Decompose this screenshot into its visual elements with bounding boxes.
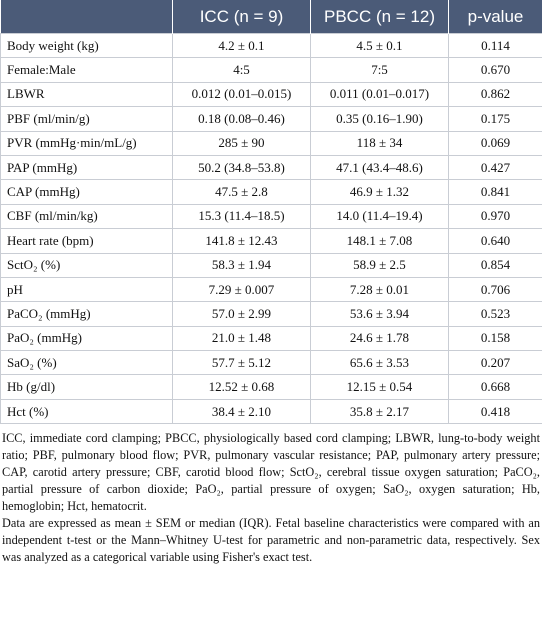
cell: 47.5 ± 2.8 (172, 179, 311, 205)
cell: 46.9 ± 1.32 (310, 179, 449, 205)
data-table: ICC (n = 9) PBCC (n = 12) p-value Body wei… (0, 0, 542, 425)
cell: 0.114 (448, 32, 542, 59)
cell: 14.0 (11.4–19.4) (310, 203, 449, 230)
column-header (0, 0, 173, 34)
table-row: SaO₂ (%) 57.7 ± 5.12 65.6 ± 3.53 0.207 (0, 350, 542, 376)
table-row: PBF (ml/min/g) 0.18 (0.08–0.46) 0.35 (0.16… (0, 106, 542, 132)
cell: 50.2 (34.8–53.8) (172, 154, 311, 181)
table-row: PVR (mmHg·min/mL/g) 285 ± 90 118 ± 34 0.069 (0, 130, 542, 156)
cell: 0.427 (448, 154, 542, 181)
cell: 0.854 (448, 252, 542, 278)
table-row: PaCO₂ (mmHg) 57.0 ± 2.99 53.6 ± 3.94 0.523 (0, 301, 542, 327)
cell: 141.8 ± 12.43 (172, 228, 311, 254)
table-row: pH 7.29 ± 0.007 7.28 ± 0.01 0.706 (0, 276, 542, 303)
cell: 0.35 (0.16–1.90) (310, 106, 449, 132)
row-label: PBF (ml/min/g) (0, 106, 173, 132)
table-row: Female:Male 4:5 7:5 0.670 (0, 57, 542, 83)
row-label: PAP (mmHg) (0, 154, 173, 181)
cell: 118 ± 34 (310, 130, 449, 156)
row-label: Hb (g/dl) (0, 374, 173, 400)
row-label: SctO₂ (%) (0, 252, 173, 278)
table-row: SctO₂ (%) 58.3 ± 1.94 58.9 ± 2.5 0.854 (0, 252, 542, 278)
row-label: PVR (mmHg·min/mL/g) (0, 130, 173, 156)
cell: 0.841 (448, 179, 542, 205)
row-label: Heart rate (bpm) (0, 228, 173, 254)
row-label: Hct (%) (0, 398, 173, 425)
cell: 0.970 (448, 203, 542, 230)
footnotes: ICC, immediate cord clamping; PBCC, phys… (0, 424, 542, 566)
cell: 0.18 (0.08–0.46) (172, 106, 311, 132)
table-row: CAP (mmHg) 47.5 ± 2.8 46.9 ± 1.32 0.841 (0, 179, 542, 205)
table-row: Body weight (kg) 4.2 ± 0.1 4.5 ± 0.1 0.114 (0, 32, 542, 59)
cell: 12.15 ± 0.54 (310, 374, 449, 400)
row-label: Body weight (kg) (0, 32, 173, 59)
row-label: pH (0, 276, 173, 303)
row-label: LBWR (0, 81, 173, 108)
cell: 0.670 (448, 57, 542, 83)
cell: 7:5 (310, 57, 449, 83)
cell: 38.4 ± 2.10 (172, 398, 311, 425)
row-label: SaO₂ (%) (0, 350, 173, 376)
table-row: PAP (mmHg) 50.2 (34.8–53.8) 47.1 (43.4–48.… (0, 154, 542, 181)
table-row: Hb (g/dl) 12.52 ± 0.68 12.15 ± 0.54 0.668 (0, 374, 542, 400)
cell: 0.207 (448, 350, 542, 376)
cell: 7.29 ± 0.007 (172, 276, 311, 303)
footnote: ICC, immediate cord clamping; PBCC, phys… (2, 431, 540, 514)
cell: 0.640 (448, 228, 542, 254)
column-header: p-value (448, 0, 542, 34)
cell: 21.0 ± 1.48 (172, 325, 311, 352)
cell: 0.175 (448, 106, 542, 132)
cell: 12.52 ± 0.68 (172, 374, 311, 400)
table-row: Heart rate (bpm) 141.8 ± 12.43 148.1 ± 7.0… (0, 228, 542, 254)
table-row: Hct (%) 38.4 ± 2.10 35.8 ± 2.17 0.418 (0, 398, 542, 425)
cell: 0.862 (448, 81, 542, 108)
cell: 285 ± 90 (172, 130, 311, 156)
cell: 0.158 (448, 325, 542, 352)
column-header: ICC (n = 9) (172, 0, 311, 34)
cell: 148.1 ± 7.08 (310, 228, 449, 254)
header-row: ICC (n = 9) PBCC (n = 12) p-value (0, 0, 542, 34)
row-label: CBF (ml/min/kg) (0, 203, 173, 230)
cell: 0.418 (448, 398, 542, 425)
cell: 7.28 ± 0.01 (310, 276, 449, 303)
cell: 53.6 ± 3.94 (310, 301, 449, 327)
cell: 0.523 (448, 301, 542, 327)
table-row: LBWR 0.012 (0.01–0.015) 0.011 (0.01–0.017)… (0, 81, 542, 108)
table-row: PaO₂ (mmHg) 21.0 ± 1.48 24.6 ± 1.78 0.158 (0, 325, 542, 352)
row-label: PaCO₂ (mmHg) (0, 301, 173, 327)
table-row: CBF (ml/min/kg) 15.3 (11.4–18.5) 14.0 (11.… (0, 203, 542, 230)
row-label: CAP (mmHg) (0, 179, 173, 205)
cell: 57.7 ± 5.12 (172, 350, 311, 376)
cell: 58.9 ± 2.5 (310, 252, 449, 278)
cell: 24.6 ± 1.78 (310, 325, 449, 352)
cell: 0.706 (448, 276, 542, 303)
cell: 35.8 ± 2.17 (310, 398, 449, 425)
cell: 4.5 ± 0.1 (310, 32, 449, 59)
cell: 4:5 (172, 57, 311, 83)
row-label: Female:Male (0, 57, 173, 83)
cell: 58.3 ± 1.94 (172, 252, 311, 278)
cell: 15.3 (11.4–18.5) (172, 203, 311, 230)
column-header: PBCC (n = 12) (310, 0, 449, 34)
cell: 65.6 ± 3.53 (310, 350, 449, 376)
cell: 0.012 (0.01–0.015) (172, 81, 311, 108)
cell: 0.069 (448, 130, 542, 156)
cell: 4.2 ± 0.1 (172, 32, 311, 59)
row-label: PaO₂ (mmHg) (0, 325, 173, 352)
cell: 0.011 (0.01–0.017) (310, 81, 449, 108)
table-body: Body weight (kg) 4.2 ± 0.1 4.5 ± 0.1 0.114 F… (0, 32, 542, 425)
footnote: Data are expressed as mean ± SEM or medi… (2, 516, 540, 565)
cell: 0.668 (448, 374, 542, 400)
cell: 47.1 (43.4–48.6) (310, 154, 449, 181)
cell: 57.0 ± 2.99 (172, 301, 311, 327)
